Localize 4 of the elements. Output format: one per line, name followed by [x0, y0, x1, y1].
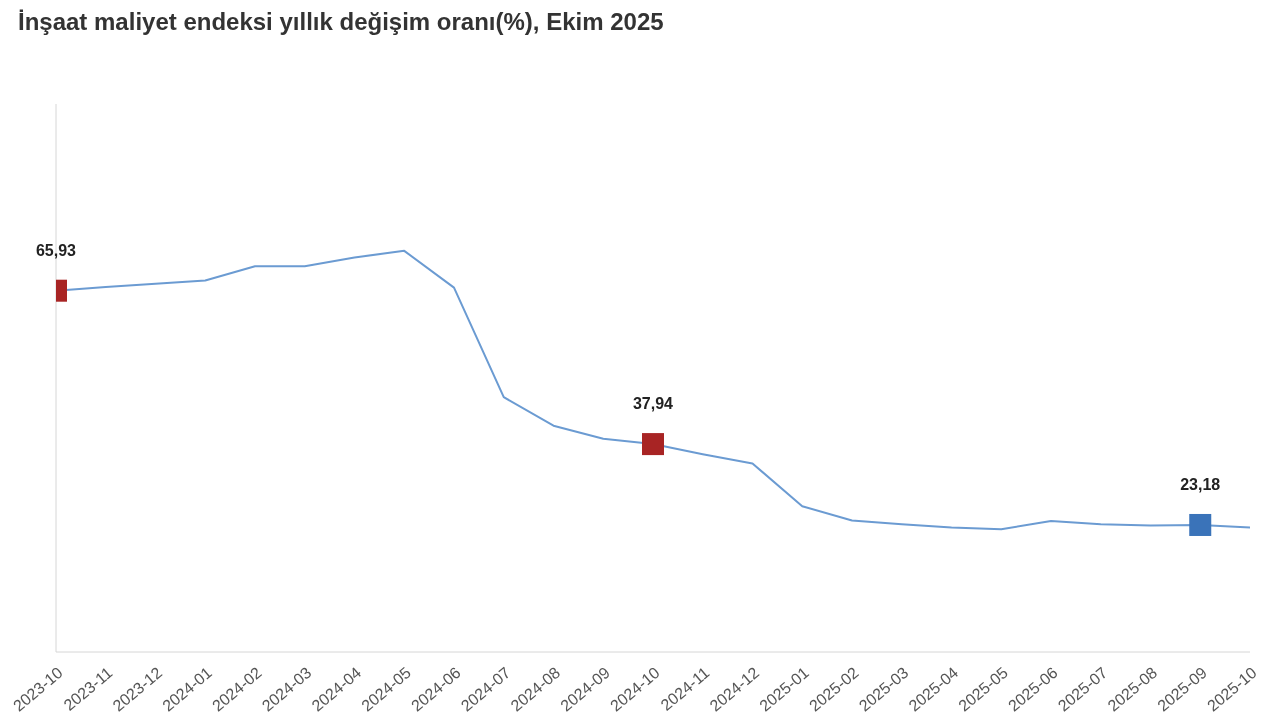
data-label: 23,18 — [1180, 475, 1221, 493]
data-label: 65,93 — [35, 241, 77, 259]
data-label: 37,94 — [632, 395, 674, 413]
chart-title: İnşaat maliyet endeksi yıllık değişim oranı(%), Ekim 2025 — [17, 8, 665, 37]
